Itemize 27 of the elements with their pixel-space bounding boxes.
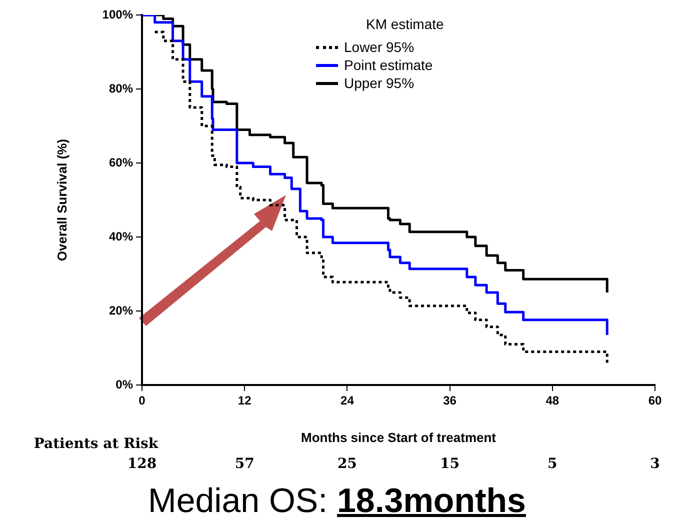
text: 57 [234, 456, 254, 472]
y-tick-label: 0% [116, 377, 134, 392]
text: Patients at Risk [34, 436, 158, 452]
legend-label: Upper 95% [344, 75, 414, 91]
x-tick-label: 48 [546, 394, 560, 408]
text: 25 [337, 456, 357, 472]
text: 128 [127, 456, 157, 472]
y-tick-label: 100% [102, 7, 134, 22]
x-tick-label: 60 [648, 394, 662, 408]
x-tick-label: 36 [443, 394, 457, 408]
legend-label: Point estimate [344, 57, 433, 73]
x-tick-label: 12 [238, 394, 252, 408]
text: Median OS: [148, 482, 328, 520]
legend-label: Lower 95% [344, 39, 414, 55]
text: 15 [440, 456, 460, 472]
x-axis-title: Months since Start of treatment [300, 430, 497, 445]
y-tick-label: 60% [108, 155, 134, 170]
text: 5 [548, 456, 558, 472]
x-tick-label: 24 [340, 394, 354, 408]
y-tick-label: 80% [108, 81, 134, 96]
text: 3 [650, 456, 660, 472]
text: 18.3months [337, 482, 526, 520]
x-tick-label: 0 [138, 394, 146, 408]
y-tick-label: 20% [108, 303, 134, 318]
y-tick-label: 40% [108, 229, 134, 244]
legend-title: KM estimate [366, 16, 444, 32]
y-axis-title: Overall Survival (%) [54, 138, 70, 262]
